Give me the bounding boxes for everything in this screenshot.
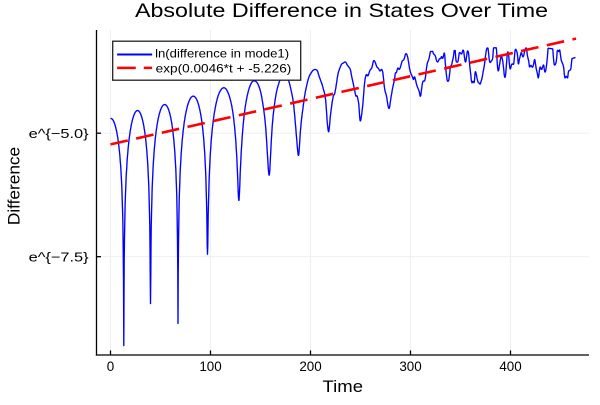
svg-text:200: 200	[299, 359, 321, 374]
svg-text:Difference: Difference	[5, 147, 24, 225]
svg-text:100: 100	[199, 359, 221, 374]
svg-text:e^{−7.5}: e^{−7.5}	[29, 249, 90, 264]
svg-text:ln(difference in mode1): ln(difference in mode1)	[155, 46, 289, 60]
svg-text:0: 0	[107, 359, 114, 374]
svg-text:300: 300	[399, 359, 421, 374]
svg-text:400: 400	[499, 359, 521, 374]
svg-text:exp(0.0046*t + -5.226): exp(0.0046*t + -5.226)	[156, 62, 292, 76]
svg-text:e^{−5.0}: e^{−5.0}	[29, 126, 90, 141]
svg-text:Absolute Difference in States: Absolute Difference in States Over Time	[135, 0, 548, 22]
svg-text:Time: Time	[323, 377, 364, 396]
